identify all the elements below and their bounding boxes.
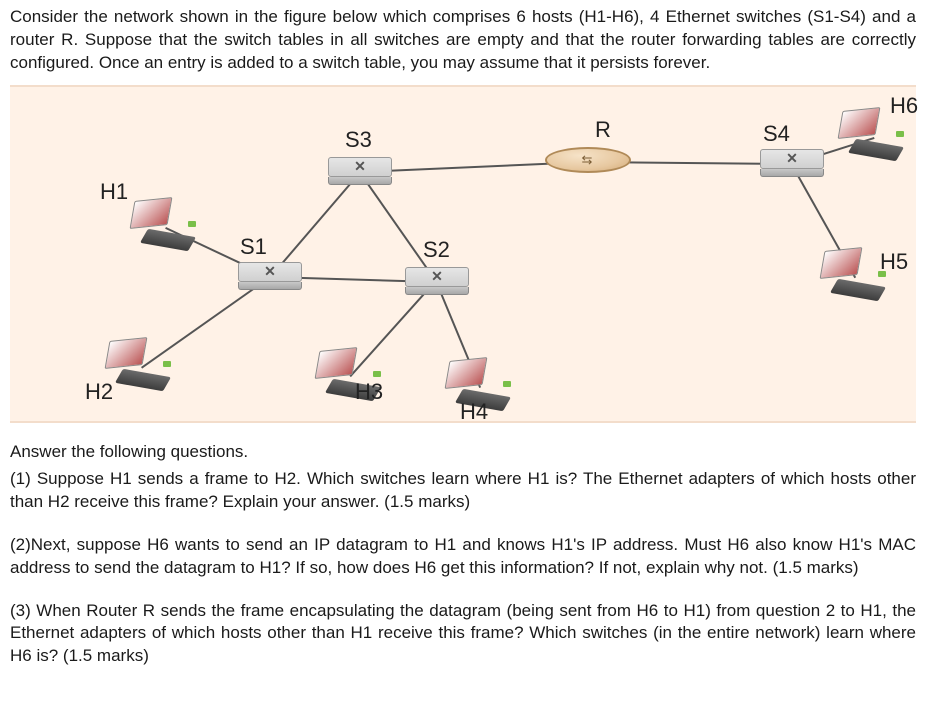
questions-section: Answer the following questions. (1) Supp… [0, 431, 926, 702]
questions-title: Answer the following questions. [10, 441, 916, 464]
label-H1: H1 [100, 177, 128, 207]
question-2: (2)Next, suppose H6 wants to send an IP … [10, 534, 916, 580]
label-S3: S3 [345, 125, 372, 155]
switch-S2: ✕ [405, 267, 469, 295]
switch-S3: ✕ [328, 157, 392, 185]
router-R: ⇆ [545, 147, 631, 175]
label-H3: H3 [355, 377, 383, 407]
switch-S1: ✕ [238, 262, 302, 290]
host-H1 [130, 197, 208, 253]
intro-text: Consider the network shown in the figure… [10, 7, 916, 72]
label-R: R [595, 115, 611, 145]
label-H6: H6 [890, 91, 918, 121]
question-3: (3) When Router R sends the frame encaps… [10, 600, 916, 669]
network-diagram: ✕✕✕⇆✕H1H2S1S3S2H3H4RS4H6H5 [10, 85, 916, 423]
label-H4: H4 [460, 397, 488, 427]
intro-paragraph: Consider the network shown in the figure… [0, 0, 926, 81]
label-S1: S1 [240, 232, 267, 262]
label-S2: S2 [423, 235, 450, 265]
question-1: (1) Suppose H1 sends a frame to H2. Whic… [10, 468, 916, 514]
link-S3-S2 [358, 171, 437, 282]
label-H5: H5 [880, 247, 908, 277]
label-S4: S4 [763, 119, 790, 149]
host-H2 [105, 337, 183, 393]
switch-S4: ✕ [760, 149, 824, 177]
label-H2: H2 [85, 377, 113, 407]
